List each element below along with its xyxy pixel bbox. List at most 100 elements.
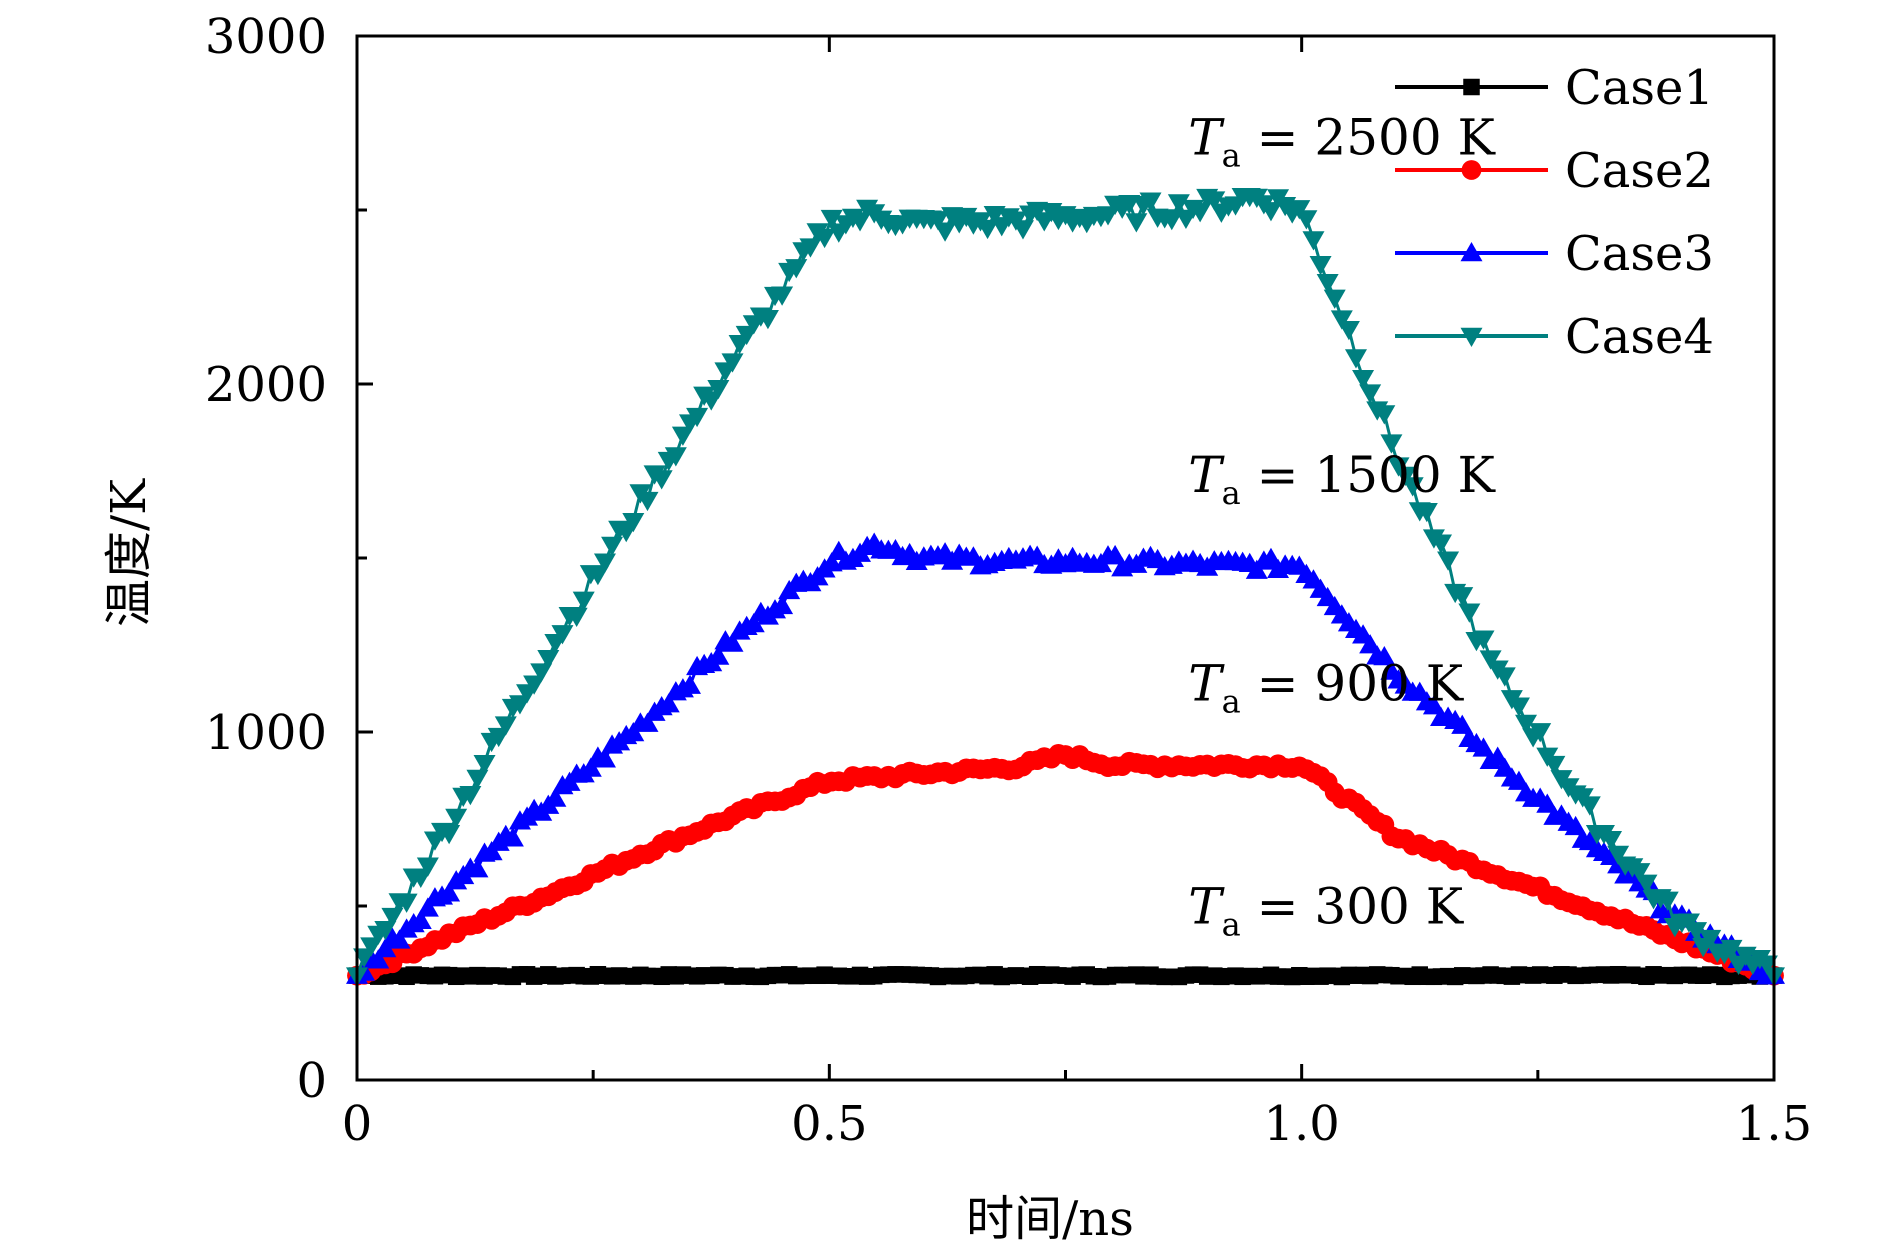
data-point [1472, 737, 1495, 757]
data-point [1288, 200, 1311, 220]
data-point [416, 897, 439, 917]
data-point [1394, 466, 1417, 486]
data-point [523, 675, 546, 695]
data-point [721, 353, 744, 373]
data-point [1373, 646, 1396, 666]
data-point [1515, 714, 1538, 734]
data-point [586, 565, 609, 586]
annotation-variable: T [1188, 655, 1225, 713]
data-point [1104, 544, 1127, 565]
data-point [1472, 630, 1495, 650]
data-point [367, 949, 390, 969]
annotation-variable: T [1188, 108, 1225, 166]
data-point [650, 470, 673, 490]
data-point [438, 825, 461, 845]
y-tick-label: 1000 [205, 705, 327, 761]
data-point [381, 907, 404, 928]
data-point [636, 491, 659, 512]
data-point [1203, 191, 1226, 211]
data-point [466, 769, 489, 789]
annotations: Ta = 2500 KTa = 1500 KTa = 900 KTa = 300… [1188, 108, 1496, 943]
annotation-label: Ta = 300 K [1188, 877, 1464, 943]
legend-item-case4: Case4 [1395, 309, 1714, 365]
data-point [459, 785, 482, 806]
legend-label: Case1 [1565, 60, 1714, 116]
y-tick-label: 2000 [205, 357, 327, 413]
x-tick-label: 0.5 [791, 1096, 867, 1152]
data-point [1302, 231, 1325, 251]
annotation-label: Ta = 1500 K [1188, 446, 1496, 512]
legend: Case1 Case2 Case3 Case4 [1395, 60, 1714, 365]
data-point [1755, 955, 1778, 975]
data-point [572, 591, 595, 611]
data-point [494, 716, 517, 736]
data-point [1330, 310, 1353, 330]
data-point [686, 407, 709, 428]
data-point [742, 613, 765, 633]
plot-area [346, 187, 1785, 987]
data-point [1401, 477, 1424, 497]
data-point [601, 536, 624, 556]
data-point [756, 310, 779, 330]
legend-item-case2: Case2 [1395, 143, 1714, 199]
legend-marker [1460, 327, 1483, 347]
data-point [1189, 203, 1212, 223]
data-point [771, 594, 794, 615]
legend-label: Case2 [1565, 143, 1714, 199]
data-point [1316, 274, 1339, 294]
data-point [409, 909, 432, 930]
data-point [501, 827, 524, 847]
data-point [1529, 723, 1552, 743]
data-point [671, 426, 694, 446]
data-point [1295, 210, 1318, 230]
data-point [416, 857, 439, 877]
data-point [1720, 939, 1743, 960]
data-point [707, 645, 730, 665]
data-point [544, 787, 567, 807]
series-case1 [348, 965, 1783, 986]
data-point [707, 380, 730, 400]
data-point [1458, 603, 1481, 623]
data-point [721, 632, 744, 652]
data-point [1344, 349, 1367, 369]
data-point [1451, 587, 1474, 607]
data-point [1600, 831, 1623, 851]
legend-marker [1461, 160, 1482, 180]
legend-marker [1463, 78, 1480, 96]
data-point [771, 286, 794, 306]
data-point [593, 748, 616, 768]
data-point [1422, 695, 1445, 715]
legend-label: Case4 [1565, 309, 1714, 365]
x-tick-label: 0 [342, 1096, 373, 1152]
annotation-variable: T [1188, 877, 1225, 935]
data-point [593, 553, 616, 573]
data-point [537, 650, 560, 670]
data-point [934, 222, 957, 242]
y-tick-label: 3000 [205, 9, 327, 65]
data-point [473, 754, 496, 775]
data-point [1607, 845, 1630, 865]
data-point [530, 663, 553, 683]
data-point [388, 929, 411, 949]
series-case2 [347, 744, 1784, 986]
data-point [1430, 534, 1453, 554]
data-point [926, 211, 949, 231]
legend-label: Case3 [1565, 226, 1714, 282]
data-point [565, 607, 588, 628]
data-point [445, 808, 468, 829]
x-axis-title: 时间/ns [966, 1191, 1134, 1247]
data-point [1259, 202, 1282, 222]
legend-marker [1460, 242, 1483, 262]
data-point [636, 712, 659, 732]
data-point [374, 920, 397, 941]
annotation-value: = 2500 K [1241, 108, 1497, 166]
data-point [438, 882, 461, 902]
x-tick-label: 1.0 [1263, 1096, 1339, 1152]
data-point [799, 238, 822, 258]
data-point [1125, 213, 1148, 233]
data-point [1373, 405, 1396, 425]
data-point [1536, 793, 1559, 813]
data-point [657, 693, 680, 713]
data-point [1543, 755, 1566, 776]
data-point [1628, 863, 1651, 883]
